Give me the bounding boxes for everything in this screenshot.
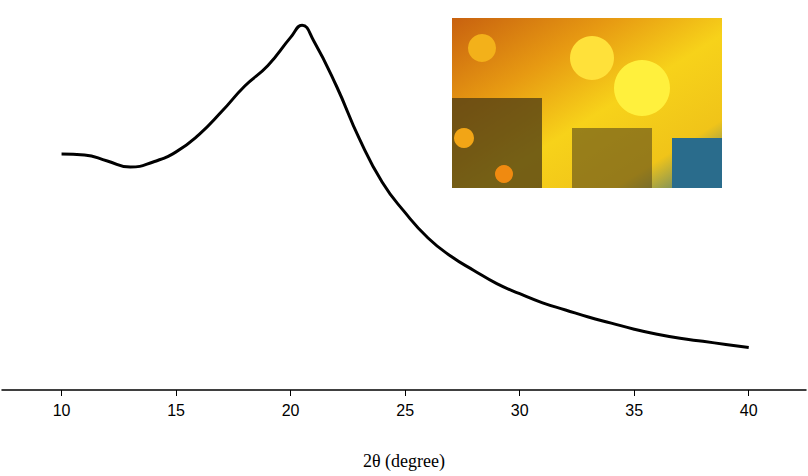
svg-text:25: 25 [396,402,414,419]
svg-text:20: 20 [282,402,300,419]
svg-text:10: 10 [53,402,71,419]
svg-text:40: 40 [740,402,758,419]
svg-text:30: 30 [511,402,529,419]
svg-text:15: 15 [167,402,185,419]
svg-text:2θ (degree): 2θ (degree) [363,451,445,472]
svg-text:35: 35 [625,402,643,419]
